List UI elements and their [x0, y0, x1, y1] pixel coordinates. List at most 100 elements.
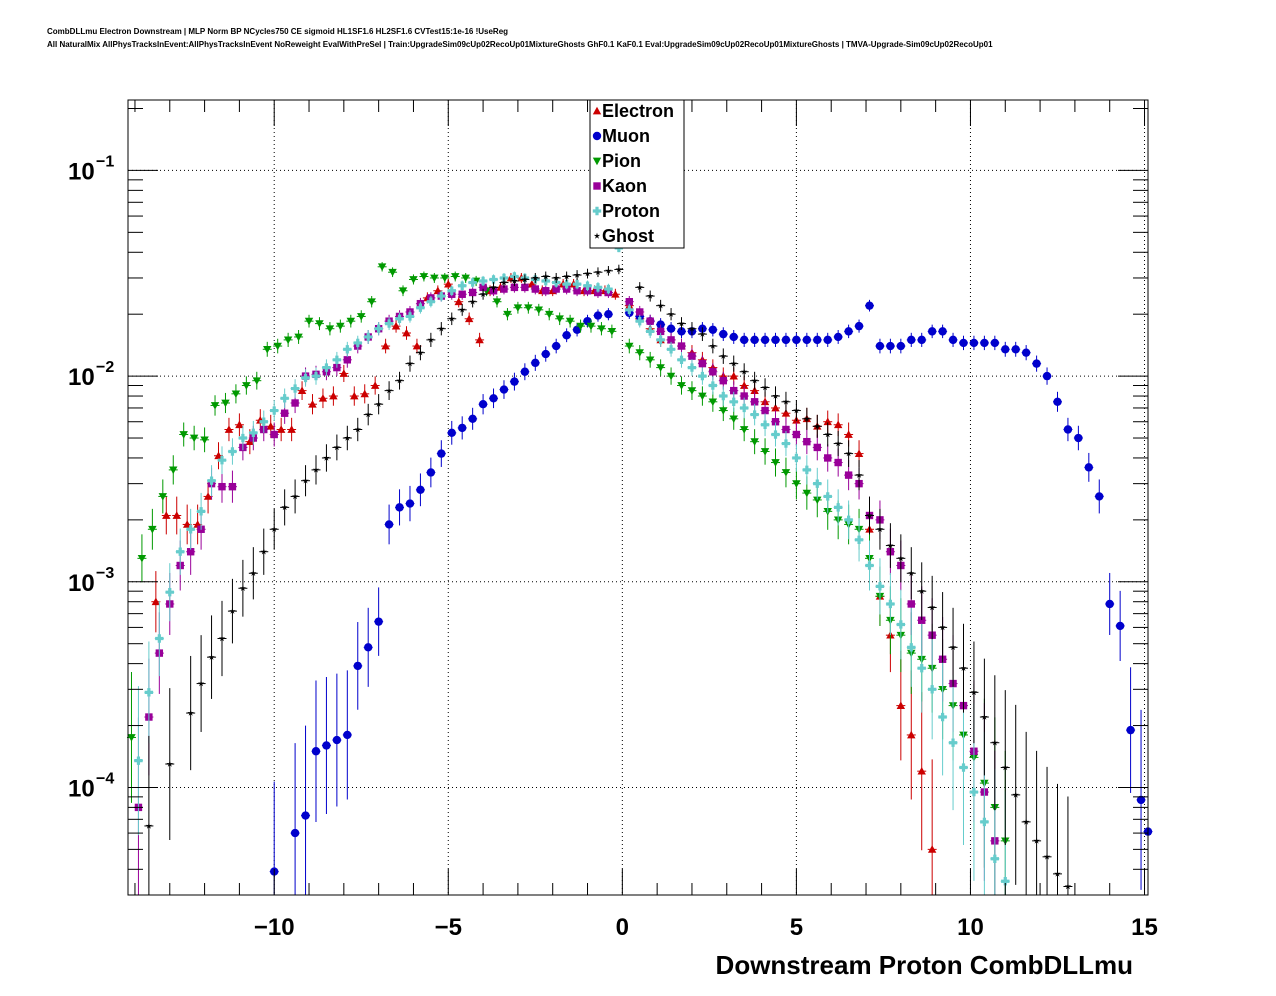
data-point — [656, 335, 665, 345]
y-tick-label: 10 — [68, 570, 95, 597]
data-point — [625, 298, 633, 306]
data-point — [1054, 870, 1061, 877]
data-point — [960, 664, 967, 671]
data-point — [990, 854, 1000, 863]
data-point — [336, 322, 345, 331]
data-point — [461, 274, 470, 283]
data-point — [203, 492, 213, 500]
data-point — [398, 287, 408, 295]
data-point — [221, 399, 230, 408]
data-point — [395, 503, 404, 512]
data-point — [531, 358, 540, 368]
data-point — [478, 276, 488, 286]
data-point — [907, 730, 916, 739]
data-point — [677, 342, 686, 350]
x-axis-title: Downstream Proton CombDLLmu — [716, 950, 1133, 980]
y-tick-exponent: −3 — [96, 565, 114, 582]
data-point — [197, 680, 205, 687]
data-point — [823, 417, 832, 426]
data-point — [656, 320, 665, 329]
data-point — [586, 322, 596, 331]
legend-label-kaon: Kaon — [602, 176, 647, 196]
data-point — [524, 304, 533, 312]
data-point — [740, 368, 748, 375]
data-point — [927, 327, 937, 336]
data-point — [1042, 371, 1052, 381]
data-point — [333, 444, 341, 451]
data-point — [259, 417, 268, 426]
data-point — [464, 314, 474, 323]
data-point — [739, 381, 749, 389]
data-point — [367, 298, 376, 306]
data-point — [865, 561, 874, 570]
data-point — [489, 394, 498, 403]
data-point — [834, 458, 842, 467]
data-point — [646, 317, 654, 325]
data-point — [468, 414, 477, 424]
data-point — [687, 363, 697, 372]
data-point — [311, 371, 321, 381]
data-point — [302, 477, 309, 484]
data-point — [500, 285, 508, 293]
data-point — [427, 336, 435, 343]
legend-marker-muon — [592, 131, 602, 141]
data-point — [970, 689, 978, 696]
data-point — [438, 325, 445, 332]
data-point — [416, 485, 425, 495]
data-point — [297, 386, 307, 394]
data-point — [360, 389, 369, 398]
data-point — [605, 267, 612, 274]
data-point — [531, 285, 540, 293]
data-point — [1022, 818, 1030, 825]
data-point — [249, 428, 258, 438]
data-point — [918, 616, 926, 624]
data-point — [437, 291, 446, 301]
data-point — [959, 763, 968, 772]
data-point — [771, 430, 780, 439]
data-point — [281, 504, 288, 511]
data-point — [645, 356, 655, 365]
data-point — [824, 431, 831, 438]
data-point — [385, 387, 393, 394]
data-point — [346, 317, 355, 326]
data-point — [280, 394, 289, 403]
data-point — [813, 479, 822, 488]
data-point — [290, 384, 300, 393]
data-point — [803, 437, 811, 446]
data-point — [280, 409, 289, 417]
data-point — [802, 489, 812, 498]
data-point — [451, 273, 460, 281]
data-point — [980, 338, 989, 348]
data-point — [555, 315, 564, 323]
data-point — [417, 349, 424, 356]
data-point — [405, 499, 415, 508]
data-point — [844, 327, 853, 336]
data-point — [739, 335, 749, 345]
data-point — [276, 425, 286, 433]
data-point — [751, 377, 758, 384]
data-point — [224, 425, 234, 433]
legend-label-proton: Proton — [602, 201, 660, 221]
data-point — [468, 288, 477, 297]
data-point — [928, 604, 936, 611]
data-point — [584, 270, 591, 277]
data-point — [782, 425, 790, 434]
data-point — [719, 407, 728, 415]
data-point — [897, 554, 905, 562]
data-point — [541, 349, 550, 359]
data-point — [353, 661, 362, 671]
data-point — [583, 281, 592, 290]
data-point — [814, 422, 821, 430]
data-point — [406, 360, 414, 367]
data-point — [370, 381, 380, 389]
data-point — [687, 387, 697, 395]
data-point — [823, 492, 832, 501]
data-point — [405, 312, 415, 321]
data-point — [656, 364, 665, 372]
data-point — [845, 450, 852, 457]
data-point — [454, 297, 463, 306]
data-point — [698, 392, 707, 401]
data-point — [521, 276, 529, 283]
data-point — [437, 449, 446, 458]
data-point — [597, 325, 606, 333]
